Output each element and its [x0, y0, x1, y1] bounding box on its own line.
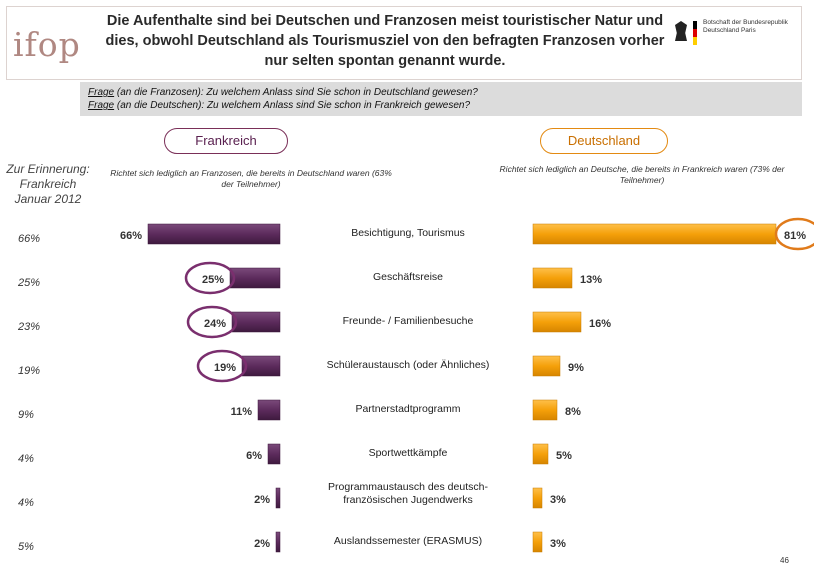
france-value-label: 24%	[204, 318, 226, 330]
germany-panel-title: Deutschland	[540, 128, 668, 154]
germany-value-label: 8%	[565, 406, 581, 418]
question-de-text: (an die Deutschen): Zu welchem Anlass si…	[114, 100, 471, 111]
germany-bar	[532, 355, 561, 377]
question-de-label: Frage	[88, 100, 115, 111]
eagle-icon	[675, 21, 687, 41]
france-bar	[241, 355, 281, 377]
question-fr-text: (an die Franzosen): Zu welchem Anlass si…	[114, 87, 478, 98]
category-label: französischen Jugendwerks	[343, 494, 473, 506]
germany-bar	[532, 311, 582, 333]
reminder-value-label: 9%	[18, 409, 34, 421]
category-label: Geschäftsreise	[373, 271, 443, 283]
slide-header: ifop Die Aufenthalte sind bei Deutschen …	[6, 6, 802, 80]
france-bar	[147, 223, 281, 245]
france-value-label: 25%	[202, 274, 224, 286]
france-highlight-circle	[184, 261, 236, 295]
category-label: Sportwettkämpfe	[369, 447, 448, 459]
reminder-value-label: 25%	[17, 277, 40, 289]
embassy-logo: Botschaft der Bundesrepublik Deutschland…	[675, 17, 805, 67]
france-value-label: 6%	[246, 450, 262, 462]
category-label: Schüleraustausch (oder Ähnliches)	[327, 359, 490, 371]
germany-value-label: 9%	[568, 362, 584, 374]
germany-bar	[532, 443, 549, 465]
france-bar	[267, 443, 281, 465]
question-de: Frage (an die Deutschen): Zu welchem Anl…	[88, 99, 794, 112]
category-label: Partnerstadtprogramm	[355, 403, 460, 415]
reminder-label: Zur Erinnerung: Frankreich Januar 2012	[6, 162, 90, 206]
germany-value-label: 13%	[580, 274, 602, 286]
question-fr-label: Frage	[88, 87, 115, 98]
embassy-text: Botschaft der Bundesrepublik Deutschland…	[703, 19, 788, 34]
question-box: Frage (an die Franzosen): Zu welchem Anl…	[80, 82, 802, 116]
france-highlight-circle	[186, 305, 238, 339]
reminder-value-label: 4%	[18, 497, 34, 509]
slide-title: Die Aufenthalte sind bei Deutschen und F…	[105, 13, 665, 69]
category-label: Programmaustausch des deutsch-	[328, 481, 488, 493]
germany-bar	[532, 487, 543, 509]
category-label: Besichtigung, Tourismus	[351, 227, 465, 239]
france-note: Richtet sich lediglich an Franzosen, die…	[110, 168, 392, 189]
france-value-label: 11%	[231, 406, 253, 418]
france-bar	[275, 531, 281, 553]
reminder-value-label: 19%	[18, 365, 40, 377]
france-panel-title: Frankreich	[164, 128, 288, 154]
france-bar	[275, 487, 281, 509]
germany-bar	[532, 223, 777, 245]
germany-highlight-circle	[774, 217, 814, 251]
ifop-logo: ifop	[13, 25, 81, 64]
germany-bar	[532, 399, 558, 421]
germany-bar	[532, 267, 573, 289]
france-value-label: 2%	[254, 494, 270, 506]
reminder-value-label: 23%	[17, 321, 40, 333]
german-flag-icon	[693, 21, 697, 45]
france-value-label: 2%	[254, 538, 270, 550]
france-value-label: 66%	[120, 230, 142, 242]
category-label: Auslandssemester (ERASMUS)	[334, 535, 482, 547]
germany-value-label: 16%	[589, 318, 611, 330]
germany-value-label: 5%	[556, 450, 572, 462]
category-label: Freunde- / Familienbesuche	[343, 315, 474, 327]
reminder-value-label: 5%	[18, 541, 34, 553]
germany-value-label: 81%	[784, 230, 806, 242]
france-value-label: 19%	[214, 362, 236, 374]
france-bar	[229, 267, 281, 289]
france-highlight-circle	[196, 349, 248, 383]
reminder-value-label: 4%	[18, 453, 34, 465]
france-bar	[231, 311, 281, 333]
germany-value-label: 3%	[550, 494, 566, 506]
germany-value-label: 3%	[550, 538, 566, 550]
germany-note: Richtet sich lediglich an Deutsche, die …	[499, 164, 785, 185]
reminder-value-label: 66%	[18, 233, 40, 245]
germany-bar	[532, 531, 543, 553]
france-bar	[257, 399, 281, 421]
page-number: 46	[780, 556, 789, 565]
question-fr: Frage (an die Franzosen): Zu welchem Anl…	[88, 86, 794, 99]
